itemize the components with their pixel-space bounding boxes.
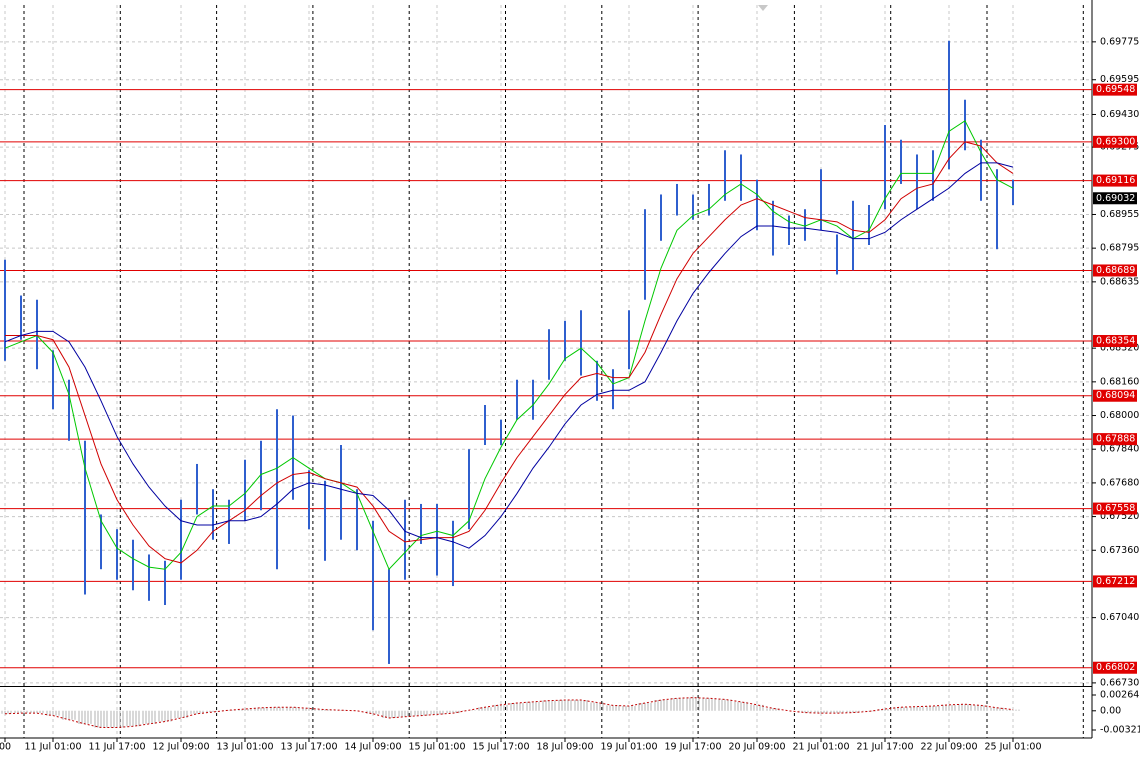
indicator-y-tick-label: -0.003219: [1100, 724, 1140, 735]
y-tick-label: 0.67840: [1100, 444, 1139, 455]
y-tick-label: 0.67360: [1100, 545, 1139, 556]
level-tag: [1093, 502, 1137, 515]
indicator-y-tick-label: 0.002645: [1100, 690, 1140, 701]
level-label: 0.68689: [1096, 265, 1135, 276]
y-tick-label: 0.66730: [1100, 677, 1139, 688]
x-tick-label: 15 Jul 17:00: [473, 742, 530, 753]
level-tag: [1093, 389, 1137, 402]
x-tick-label: 13 Jul 01:00: [217, 742, 274, 753]
x-tick-label: 15 Jul 01:00: [409, 742, 466, 753]
y-tick-label: 0.68795: [1100, 243, 1139, 254]
x-tick-label: 21 Jul 17:00: [857, 742, 914, 753]
y-tick-label: 0.68955: [1100, 209, 1139, 220]
indicator-signal: [4, 697, 1014, 728]
current-price-label: 0.69032: [1096, 193, 1135, 204]
x-tick-label: 11 Jul 17:00: [89, 742, 146, 753]
x-tick-label: 20 Jul 09:00: [729, 742, 786, 753]
x-tick-label: 25 Jul 01:00: [985, 742, 1042, 753]
x-tick-label: 13 Jul 17:00: [281, 742, 338, 753]
indicator-y-tick-label: 0.00: [1100, 705, 1121, 716]
level-label: 0.66802: [1096, 662, 1135, 673]
level-label: 0.69116: [1096, 175, 1135, 186]
x-tick-label: 18 Jul 09:00: [537, 742, 594, 753]
level-label: 0.69300: [1096, 136, 1135, 147]
level-tag: [1093, 433, 1137, 446]
moving-average: [4, 162, 1014, 549]
y-tick-label: 0.67680: [1100, 477, 1139, 488]
level-label: 0.68354: [1096, 336, 1135, 347]
x-tick-label: 19 Jul 17:00: [665, 742, 722, 753]
current-price-tag: [1093, 192, 1137, 205]
level-tag: [1093, 174, 1137, 187]
level-label: 0.67558: [1096, 503, 1135, 514]
level-tag: [1093, 335, 1137, 347]
y-tick-label: 0.67520: [1100, 511, 1139, 522]
x-tick-label: 22 Jul 09:00: [921, 742, 978, 753]
level-label: 0.67212: [1096, 576, 1135, 587]
y-tick-label: 0.68000: [1100, 410, 1139, 421]
y-tick-label: 0.67040: [1100, 612, 1139, 623]
level-label: 0.68094: [1096, 390, 1135, 401]
x-tick-label: 19 Jul 01:00: [601, 742, 658, 753]
level-tag: [1093, 83, 1137, 96]
y-tick-label: 0.68160: [1100, 376, 1139, 387]
y-tick-label: 0.68320: [1100, 343, 1139, 354]
level-tag: [1093, 661, 1137, 674]
x-tick-label: 12 Jul 09:00: [153, 742, 210, 753]
level-label: 0.67888: [1096, 434, 1135, 445]
level-tag: [1093, 264, 1137, 277]
x-tick-label: 00: [0, 742, 11, 753]
shift-marker: [758, 5, 768, 11]
level-tag: [1093, 135, 1137, 148]
y-tick-label: 0.69595: [1100, 74, 1139, 85]
y-tick-label: 0.68635: [1100, 276, 1139, 287]
level-tag: [1093, 575, 1137, 588]
x-tick-label: 14 Jul 09:00: [345, 742, 402, 753]
x-tick-label: 11 Jul 01:00: [25, 742, 82, 753]
level-label: 0.69548: [1096, 84, 1135, 95]
moving-average: [5, 141, 1014, 564]
x-tick-label: 21 Jul 01:00: [793, 742, 850, 753]
y-tick-label: 0.69775: [1100, 36, 1139, 47]
y-tick-label: 0.69430: [1100, 109, 1139, 120]
